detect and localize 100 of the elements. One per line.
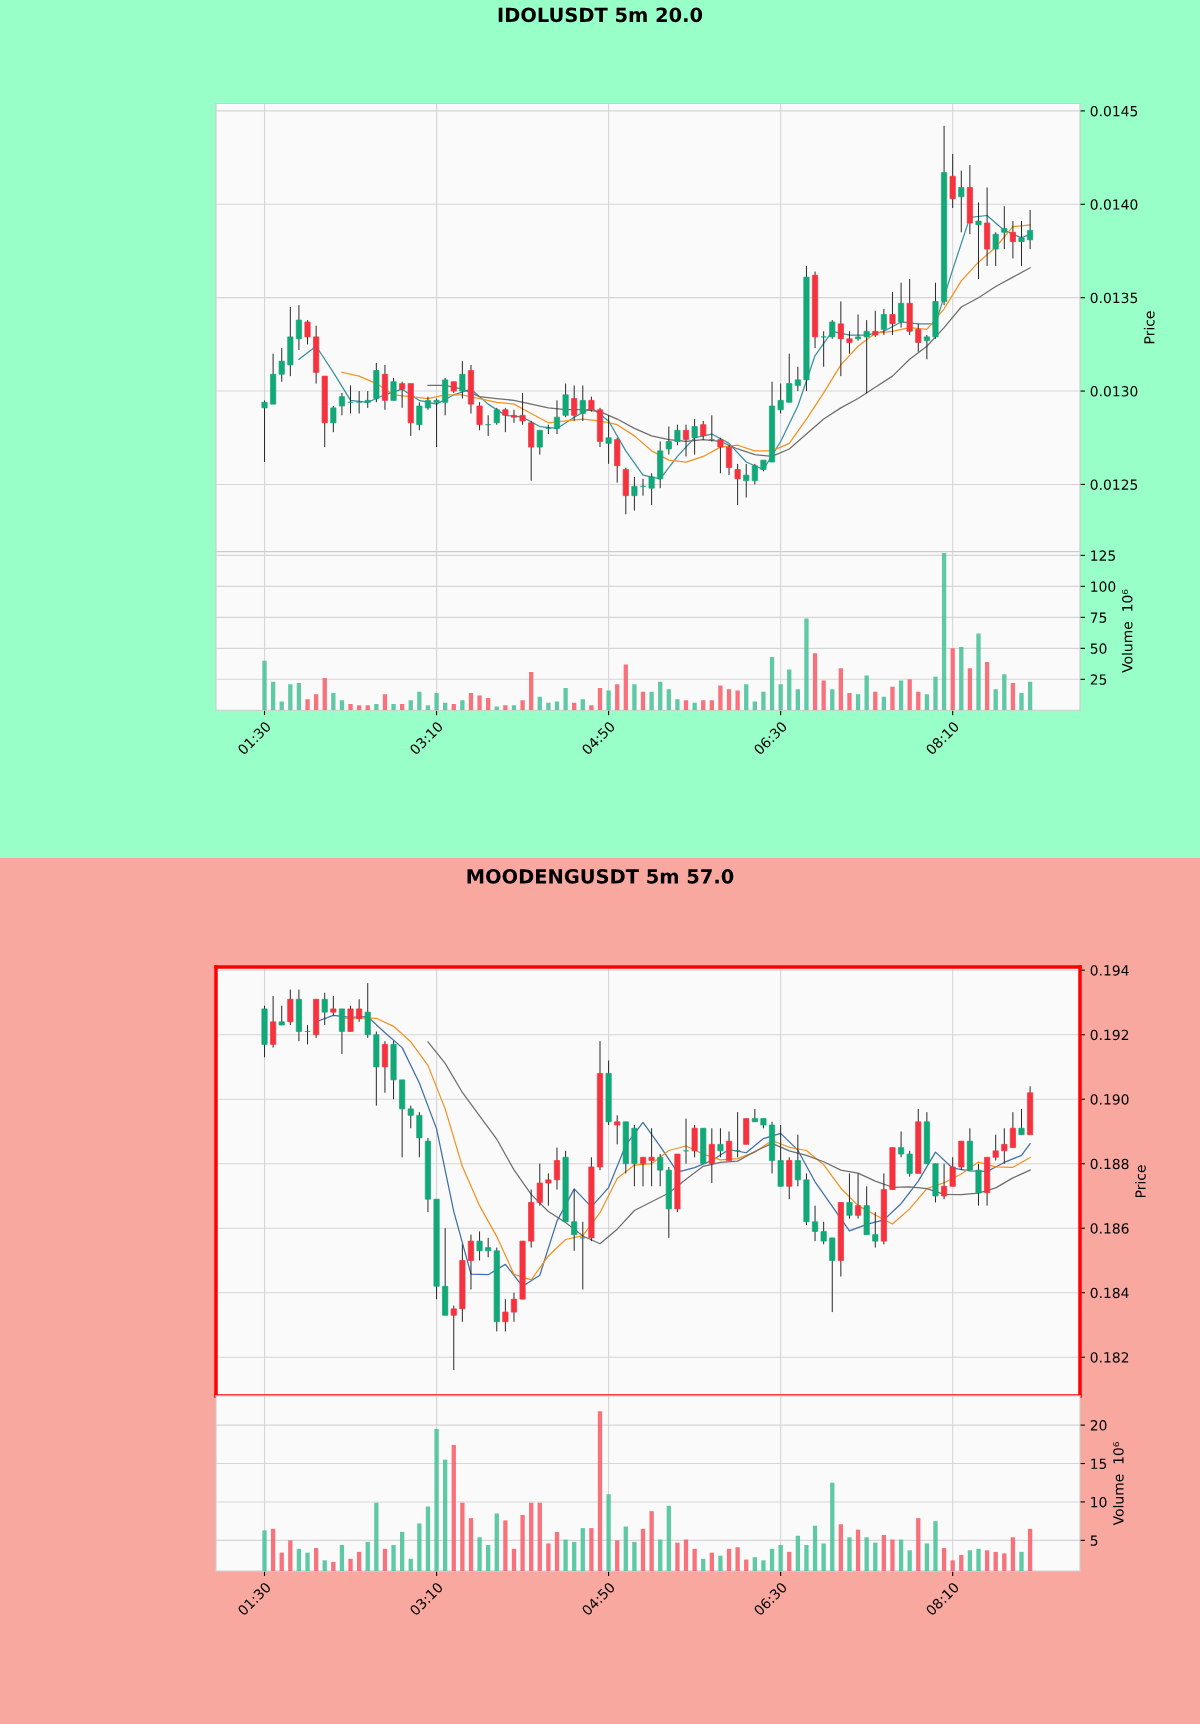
y-axis-title: Volume 10⁶ xyxy=(1121,589,1133,673)
bar xyxy=(898,680,904,711)
candlestick xyxy=(1027,209,1034,250)
candlestick xyxy=(476,1230,483,1261)
candlestick xyxy=(863,319,870,394)
candlestick xyxy=(648,472,655,506)
y-tick-label: 75 xyxy=(1090,612,1107,623)
bar xyxy=(847,692,852,711)
candlestick xyxy=(442,377,449,416)
candlestick xyxy=(347,1005,354,1032)
candlestick xyxy=(631,476,638,512)
candlestick xyxy=(261,399,268,463)
candlestick xyxy=(743,463,750,499)
candlestick xyxy=(726,444,733,476)
candlestick xyxy=(975,1163,982,1207)
candlestick xyxy=(450,1305,457,1371)
bar xyxy=(305,699,310,711)
bar xyxy=(391,704,396,711)
bar xyxy=(597,687,603,711)
candlestick xyxy=(665,426,672,456)
bar xyxy=(830,689,835,711)
bar xyxy=(701,700,706,711)
bar xyxy=(984,661,990,711)
candlestick xyxy=(1001,205,1008,250)
bar xyxy=(1019,692,1024,711)
candlestick xyxy=(536,429,543,456)
candlestick xyxy=(579,384,586,422)
candlestick xyxy=(708,1127,715,1184)
bar xyxy=(520,700,525,711)
bar xyxy=(348,704,353,711)
candlestick xyxy=(889,291,896,336)
candlestick xyxy=(837,300,844,377)
bar xyxy=(615,684,620,711)
candlestick xyxy=(416,1111,423,1158)
bar xyxy=(580,699,585,711)
bar xyxy=(787,669,792,711)
candlestick xyxy=(1018,220,1025,267)
candlestick xyxy=(304,319,311,345)
y-tick-label: 50 xyxy=(1090,643,1107,654)
candlestick xyxy=(794,1134,801,1187)
chart-title: IDOLUSDT 5m 20.0 xyxy=(498,7,703,23)
candlestick xyxy=(270,995,277,1049)
y-tick-label: 125 xyxy=(1091,550,1116,561)
candlestick xyxy=(794,366,801,392)
candlestick xyxy=(407,1105,414,1129)
bar xyxy=(434,692,439,711)
bar xyxy=(683,700,689,711)
line-series xyxy=(341,224,1031,463)
candlestick xyxy=(519,392,526,426)
candlestick xyxy=(786,353,793,403)
candlestick xyxy=(751,463,758,485)
candlestick xyxy=(958,170,965,233)
candlestick xyxy=(829,1237,836,1313)
line-series xyxy=(427,1041,1031,1245)
candlestick xyxy=(846,330,853,355)
candlestick xyxy=(1001,1127,1008,1165)
candlestick xyxy=(717,437,724,474)
candlestick xyxy=(846,1172,853,1220)
candlestick xyxy=(734,463,741,506)
y-tick-label: 100 xyxy=(1091,581,1116,592)
bar xyxy=(726,689,732,711)
candlestick xyxy=(416,401,423,431)
bar xyxy=(425,705,431,711)
y-tick-label: 0.194 xyxy=(1090,965,1129,976)
bar xyxy=(339,700,345,711)
y-tick-label: 0.188 xyxy=(1090,1158,1129,1170)
candlestick xyxy=(949,153,956,209)
candlestick xyxy=(906,1150,913,1178)
bar xyxy=(924,694,930,711)
bar xyxy=(941,552,947,711)
bar xyxy=(511,705,517,711)
chart-title: MOODENGUSDT 5m 57.0 xyxy=(467,868,734,884)
candlestick xyxy=(278,1005,285,1026)
y-tick-label: 0.184 xyxy=(1090,1287,1129,1299)
candlestick xyxy=(295,304,302,351)
y-tick-label: 0.190 xyxy=(1090,1094,1129,1105)
candlestick xyxy=(717,1127,724,1158)
candlestick xyxy=(399,381,406,409)
candlestick xyxy=(674,424,681,446)
bar xyxy=(838,668,844,711)
candlestick xyxy=(338,1008,345,1055)
candlestick xyxy=(467,1234,474,1290)
bar xyxy=(658,681,663,711)
bar xyxy=(795,689,800,711)
candlestick xyxy=(476,401,483,431)
bar xyxy=(486,697,491,711)
candlestick xyxy=(536,1163,543,1207)
bar xyxy=(855,694,861,711)
bar xyxy=(649,691,654,711)
bar xyxy=(356,705,362,711)
candlestick xyxy=(579,1221,586,1290)
bar xyxy=(408,700,413,711)
candlestick xyxy=(485,1237,492,1258)
bar xyxy=(1010,683,1016,711)
candlestick xyxy=(553,399,560,435)
bar xyxy=(769,657,775,711)
bar xyxy=(890,686,895,711)
bar xyxy=(907,679,912,711)
candlestick xyxy=(553,1147,560,1191)
bar xyxy=(873,691,878,711)
